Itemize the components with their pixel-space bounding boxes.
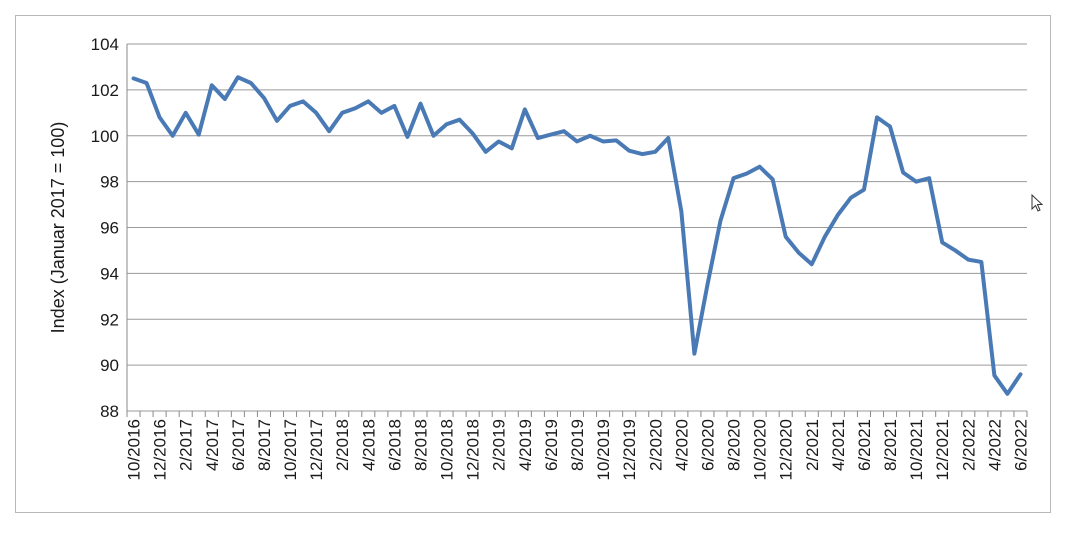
x-tick-label: 8/2018: [411, 419, 430, 471]
x-tick-label: 4/2021: [829, 419, 848, 471]
x-tick-label: 12/2016: [151, 419, 170, 480]
x-tick-label: 12/2021: [933, 419, 952, 480]
x-tick-label: 10/2016: [125, 419, 144, 480]
x-tick-label: 4/2022: [985, 419, 1004, 471]
y-tick-label: 104: [91, 35, 119, 54]
y-tick-label: 94: [100, 264, 119, 283]
x-tick-label: 8/2020: [725, 419, 744, 471]
y-tick-label: 98: [100, 173, 119, 192]
x-tick-label: 12/2018: [464, 419, 483, 480]
x-tick-label: 2/2017: [177, 419, 196, 471]
x-tick-label: 6/2021: [855, 419, 874, 471]
y-tick-label: 100: [91, 127, 119, 146]
x-tick-label: 2/2018: [333, 419, 352, 471]
y-axis-label: Index (Januar 2017 = 100): [48, 122, 68, 334]
x-tick-label: 4/2018: [359, 419, 378, 471]
x-tick-label: 12/2017: [307, 419, 326, 480]
x-tick-label: 12/2019: [620, 419, 639, 480]
x-tick-label: 4/2020: [672, 419, 691, 471]
x-tick-label: 2/2020: [646, 419, 665, 471]
chart-frame: 88 90 92 94 96 98 100 102 104 10/2016 12/2016 2/20…: [15, 15, 1051, 513]
x-tick-label: 2/2021: [803, 419, 822, 471]
x-tick-label: 8/2019: [568, 419, 587, 471]
x-tick-label: 6/2022: [1011, 419, 1030, 471]
x-tick-label: 6/2017: [229, 419, 248, 471]
line-chart: 88 90 92 94 96 98 100 102 104 10/2016 12/2016 2/20…: [48, 35, 1030, 480]
gridlines: [127, 43, 1027, 412]
x-tick-label: 2/2019: [490, 419, 509, 471]
x-tick-label: 4/2019: [516, 419, 535, 471]
y-tick-label: 96: [100, 219, 119, 238]
y-tick-label: 88: [100, 402, 119, 421]
y-tick-label: 102: [91, 81, 119, 100]
x-axis: 10/2016 12/2016 2/2017 4/2017 6/2017 8/2017 10…: [125, 411, 1030, 480]
x-tick-label: 10/2019: [594, 419, 613, 480]
x-tick-label: 6/2020: [698, 419, 717, 471]
x-tick-label: 12/2020: [777, 419, 796, 480]
x-tick-label: 6/2019: [542, 419, 561, 471]
y-axis: 88 90 92 94 96 98 100 102 104: [91, 35, 128, 421]
y-tick-label: 92: [100, 310, 119, 329]
mouse-cursor-icon: [1031, 194, 1044, 212]
x-tick-label: 4/2017: [203, 419, 222, 471]
x-tick-label: 10/2018: [438, 419, 457, 480]
x-tick-label: 2/2022: [959, 419, 978, 471]
x-tick-label: 8/2021: [881, 419, 900, 471]
x-tick-label: 6/2018: [385, 419, 404, 471]
x-tick-label: 10/2017: [281, 419, 300, 480]
x-tick-label: 8/2017: [255, 419, 274, 471]
x-tick-label: 10/2020: [751, 419, 770, 480]
x-tick-label: 10/2021: [907, 419, 926, 480]
series: [131, 75, 1023, 396]
series-line: [131, 75, 1023, 396]
y-tick-label: 90: [100, 356, 119, 375]
